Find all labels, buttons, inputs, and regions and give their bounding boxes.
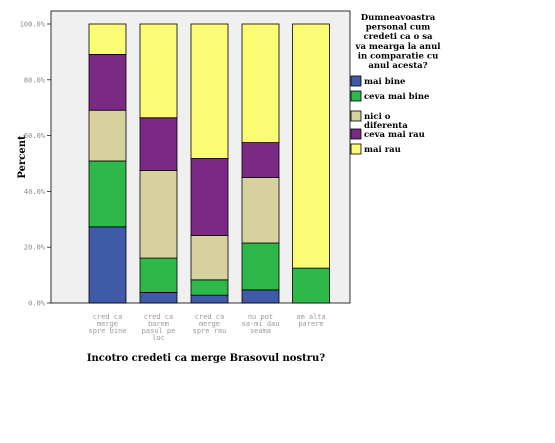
bar-segment-ceva-mai-bine-5 — [292, 267, 330, 304]
bar-segment-nici-o-diferenta-4 — [241, 177, 280, 244]
x-category-label: cred ca barem pasul pe loc — [142, 313, 176, 342]
x-axis-title: Incotro credeti ca merge Brasovul nostru… — [87, 353, 325, 364]
legend: Dumneavoastra personal cum credeti ca o sa… — [350, 13, 442, 155]
legend-title: Dumneavoastra personal cum credeti ca o sa… — [355, 13, 442, 71]
bar-segment-mai-bine-4 — [241, 289, 280, 304]
x-category-label: cred ca merge spre bine — [89, 313, 127, 335]
x-category-labels: cred ca merge spre bine cred ca barem pasul p… — [89, 313, 326, 342]
y-tick-label: 20.0% — [24, 244, 46, 252]
bar-segment-ceva-mai-bine-3 — [190, 279, 229, 296]
bar-segment-mai-rau-3 — [190, 23, 229, 159]
x-category-label: cred ca merge spre rau — [193, 313, 227, 335]
legend-label: ceva mai rau — [364, 130, 425, 140]
bar-segment-mai-bine-2 — [139, 291, 178, 304]
bar-segment-ceva-mai-rau-4 — [241, 142, 280, 178]
legend-label: nici o diferenta — [364, 112, 408, 131]
y-tick-label: 40.0% — [24, 188, 46, 196]
x-category-label: am alta parere — [296, 313, 326, 328]
bars-group — [88, 23, 330, 304]
bar-segment-ceva-mai-rau-3 — [190, 158, 229, 236]
x-category-label: nu pot sa-mi dau seama — [242, 313, 280, 335]
bar-segment-mai-rau-5 — [292, 23, 330, 269]
legend-label: ceva mai bine — [364, 92, 430, 102]
legend-swatch — [350, 143, 362, 155]
bar-segment-mai-bine-1 — [88, 226, 127, 304]
legend-swatch — [350, 90, 362, 102]
bar-segment-ceva-mai-rau-1 — [88, 54, 127, 111]
legend-swatch — [350, 110, 362, 122]
y-axis-title: Percent — [17, 135, 28, 179]
y-tick-label: 60.0% — [24, 132, 46, 140]
bar-segment-nici-o-diferenta-2 — [139, 170, 178, 259]
bar-segment-ceva-mai-bine-2 — [139, 257, 178, 293]
y-tick-label: 80.0% — [24, 76, 46, 84]
legend-label: mai bine — [364, 77, 406, 87]
bar-segment-nici-o-diferenta-1 — [88, 109, 127, 162]
bar-segment-nici-o-diferenta-3 — [190, 235, 229, 281]
y-axis: 0.0% 20.0% 40.0% 60.0% 80.0% 100.0% — [20, 21, 51, 308]
y-tick-label: 0.0% — [28, 300, 46, 308]
legend-swatch — [350, 75, 362, 87]
bar-segment-mai-bine-3 — [190, 294, 229, 304]
bar-segment-ceva-mai-rau-2 — [139, 117, 178, 171]
bar-segment-ceva-mai-bine-4 — [241, 242, 280, 291]
legend-label: mai rau — [364, 145, 401, 155]
bar-segment-mai-rau-1 — [88, 23, 127, 55]
y-tick-label: 100.0% — [20, 21, 46, 29]
bar-segment-mai-rau-4 — [241, 23, 280, 143]
bar-segment-ceva-mai-bine-1 — [88, 160, 127, 228]
legend-swatch — [350, 128, 362, 140]
bar-segment-mai-rau-2 — [139, 23, 178, 119]
